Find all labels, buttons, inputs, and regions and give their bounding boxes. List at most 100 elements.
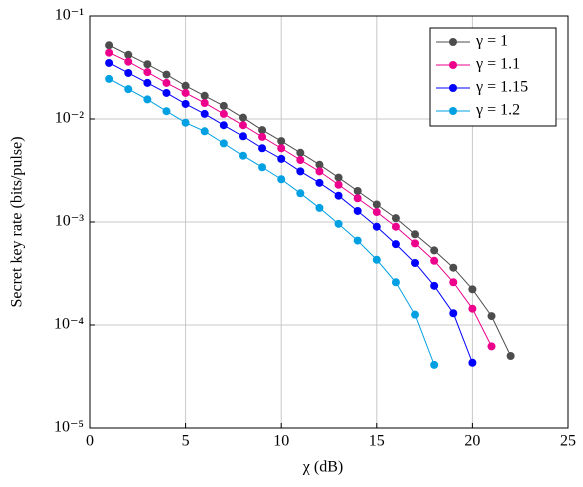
data-point — [181, 118, 190, 127]
data-point — [372, 200, 381, 209]
data-point — [105, 48, 114, 57]
data-point — [411, 310, 420, 319]
x-tick-label: 15 — [369, 433, 385, 450]
data-point — [105, 58, 114, 67]
data-point — [468, 358, 477, 367]
legend-label: γ = 1 — [475, 33, 508, 50]
x-tick-label: 10 — [273, 433, 289, 450]
data-point — [124, 57, 133, 66]
data-point — [162, 107, 171, 116]
data-point — [143, 95, 152, 104]
data-point — [238, 121, 247, 130]
legend-label: γ = 1.2 — [475, 102, 520, 119]
x-tick-label: 5 — [182, 433, 190, 450]
data-point — [449, 263, 458, 272]
data-point — [143, 60, 152, 69]
y-tick-label: 10⁻¹ — [55, 7, 84, 24]
data-point — [200, 99, 209, 108]
data-point — [372, 208, 381, 217]
data-point — [181, 99, 190, 108]
y-axis-label: Secret key rate (bits/pulse) — [9, 136, 26, 307]
data-point — [353, 206, 362, 215]
data-point — [449, 309, 458, 318]
data-point — [219, 109, 228, 118]
data-point — [411, 230, 420, 239]
data-point — [391, 240, 400, 249]
legend-marker — [449, 84, 457, 92]
data-point — [277, 175, 286, 184]
data-point — [143, 68, 152, 77]
data-point — [258, 132, 267, 141]
data-point — [430, 246, 439, 255]
data-point — [105, 41, 114, 50]
data-point — [487, 312, 496, 321]
data-point — [296, 189, 305, 198]
data-point — [334, 219, 343, 228]
data-point — [143, 78, 152, 87]
data-point — [391, 214, 400, 223]
data-point — [162, 78, 171, 87]
legend-marker — [449, 38, 457, 46]
data-point — [181, 81, 190, 90]
data-point — [353, 194, 362, 203]
data-point — [353, 236, 362, 245]
y-tick-label: 10⁻⁵ — [54, 419, 84, 436]
x-tick-label: 25 — [560, 433, 576, 450]
legend-label: γ = 1.15 — [475, 79, 528, 96]
data-point — [124, 68, 133, 77]
data-point — [124, 85, 133, 94]
data-point — [391, 222, 400, 231]
data-point — [277, 137, 286, 146]
data-point — [334, 180, 343, 189]
data-point — [334, 191, 343, 200]
data-point — [468, 304, 477, 313]
data-point — [315, 160, 324, 169]
data-point — [200, 127, 209, 136]
data-point — [124, 50, 133, 59]
x-axis-label: χ (dB) — [302, 459, 343, 476]
data-point — [258, 126, 267, 135]
y-tick-label: 10⁻³ — [55, 213, 84, 230]
data-point — [105, 74, 114, 83]
data-point — [430, 256, 439, 265]
data-point — [200, 91, 209, 100]
data-point — [334, 173, 343, 182]
legend-marker — [449, 61, 457, 69]
x-tick-label: 0 — [86, 433, 94, 450]
data-point — [277, 144, 286, 153]
data-point — [430, 360, 439, 369]
data-point — [162, 88, 171, 97]
data-point — [258, 163, 267, 172]
data-point — [449, 278, 458, 287]
data-point — [162, 70, 171, 79]
data-point — [315, 203, 324, 212]
data-point — [296, 155, 305, 164]
data-point — [219, 101, 228, 110]
data-point — [430, 281, 439, 290]
x-tick-label: 20 — [464, 433, 480, 450]
series-line — [108, 44, 512, 357]
data-point — [238, 132, 247, 141]
data-point — [181, 88, 190, 97]
plot-frame — [89, 15, 569, 429]
data-point — [296, 148, 305, 157]
series-line — [108, 62, 473, 363]
data-point — [487, 342, 496, 351]
y-tick-label: 10⁻² — [55, 110, 84, 127]
data-point — [506, 352, 515, 361]
data-point — [219, 121, 228, 130]
data-point — [411, 239, 420, 248]
data-point — [372, 222, 381, 231]
data-point — [277, 154, 286, 163]
data-point — [315, 167, 324, 176]
data-point — [258, 144, 267, 153]
data-point — [391, 278, 400, 287]
data-point — [200, 109, 209, 118]
data-point — [315, 178, 324, 187]
data-point — [238, 151, 247, 160]
data-point — [468, 285, 477, 294]
legend-marker — [449, 107, 457, 115]
legend-label: γ = 1.1 — [475, 56, 520, 73]
data-point — [353, 186, 362, 195]
